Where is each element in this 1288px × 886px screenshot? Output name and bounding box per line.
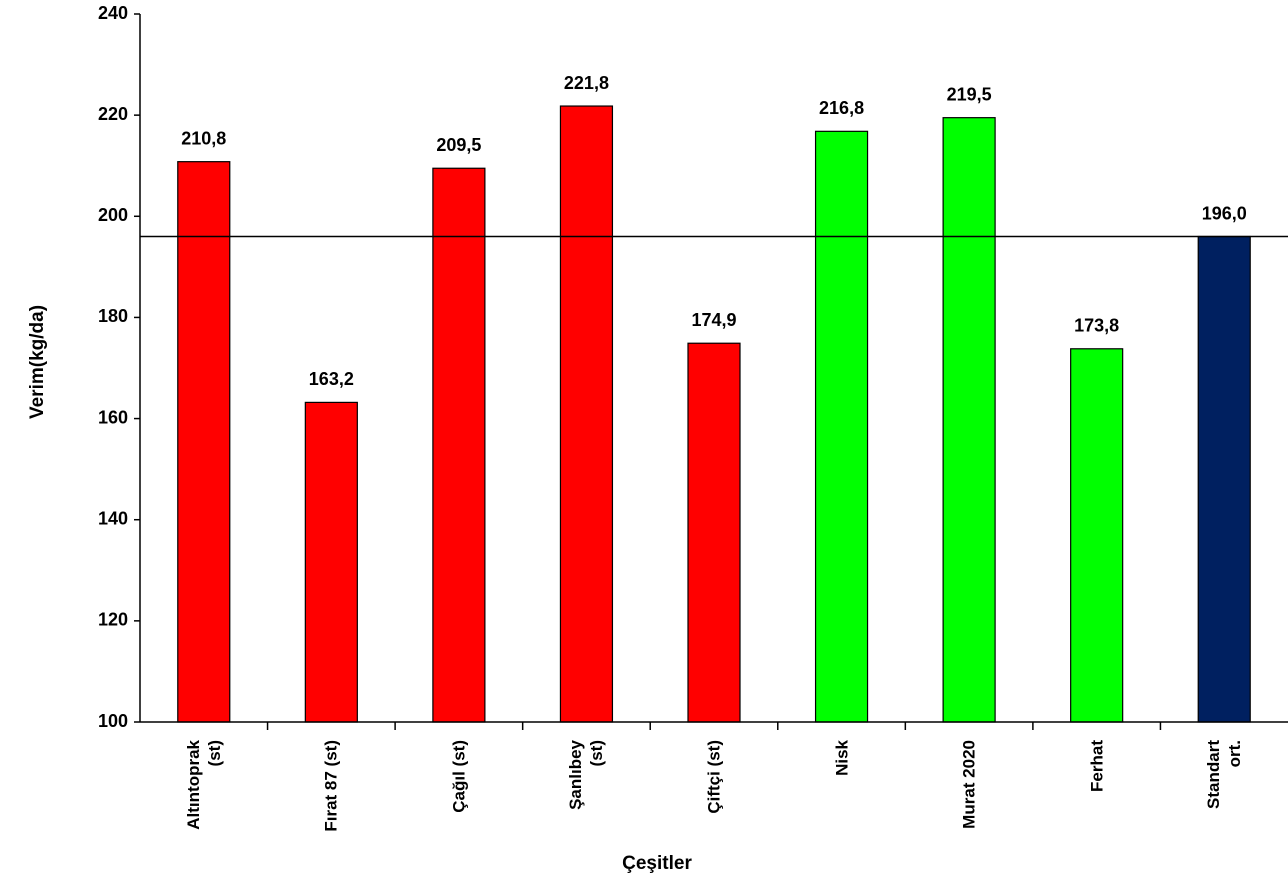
y-tick-label: 220 <box>98 104 128 124</box>
y-tick-label: 180 <box>98 306 128 326</box>
bar <box>687 342 741 723</box>
x-tick-label: Fırat 87 (st) <box>321 740 341 832</box>
bar <box>942 117 996 723</box>
x-axis-title: Çeşitler <box>622 853 692 874</box>
y-tick-label: 140 <box>98 508 128 528</box>
data-label: 210,8 <box>181 128 226 148</box>
data-label: 163,2 <box>309 369 354 389</box>
bar <box>304 401 358 723</box>
data-label: 196,0 <box>1202 203 1247 223</box>
data-label: 216,8 <box>819 98 864 118</box>
x-tick-label: Altıntoprak (st) <box>183 740 224 830</box>
bar <box>559 105 614 723</box>
y-axis-title: Verim(kg/da) <box>27 305 48 419</box>
bar <box>177 161 231 723</box>
data-label: 173,8 <box>1074 316 1119 336</box>
bar <box>814 130 869 723</box>
data-label: 174,9 <box>691 310 736 330</box>
x-tick-label: Şanlıbey (st) <box>566 740 607 810</box>
x-tick-label: Standart ort. <box>1204 740 1245 809</box>
data-label: 219,5 <box>947 84 992 104</box>
data-label: 221,8 <box>564 73 609 93</box>
y-tick-label: 100 <box>98 711 128 731</box>
x-tick-label: Çiftçi (st) <box>704 740 724 814</box>
x-tick-label: Ferhat <box>1087 740 1107 792</box>
bar <box>1070 348 1124 723</box>
y-tick-label: 200 <box>98 205 128 225</box>
x-tick-label: Çağıl (st) <box>449 740 469 813</box>
bar <box>1197 235 1251 723</box>
y-tick-label: 120 <box>98 610 128 630</box>
bar <box>432 167 486 723</box>
data-label: 209,5 <box>436 135 481 155</box>
y-tick-label: 240 <box>98 3 128 23</box>
x-tick-label: Murat 2020 <box>959 740 979 829</box>
x-tick-label: Nisk <box>832 740 852 776</box>
y-tick-label: 160 <box>98 407 128 427</box>
